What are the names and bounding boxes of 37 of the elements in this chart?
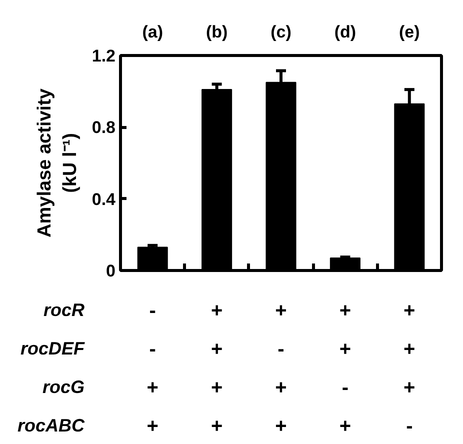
- text: +: [146, 376, 158, 399]
- x-tick-label: (d): [334, 22, 356, 42]
- text: -: [406, 415, 413, 438]
- text: rocR: [43, 300, 85, 320]
- text: +: [404, 300, 416, 322]
- text: rocDEF: [20, 338, 86, 358]
- text: +: [210, 300, 223, 322]
- x-tick-label: (b): [206, 22, 228, 42]
- text: +: [339, 415, 352, 438]
- text: +: [210, 338, 223, 360]
- bar: [330, 257, 360, 270]
- y-tick-label: 0.8: [92, 118, 116, 138]
- text: +: [275, 300, 287, 322]
- y-tick-label: 0: [106, 262, 116, 280]
- bar: [202, 89, 232, 270]
- text: -: [149, 338, 156, 360]
- text: -: [278, 338, 284, 360]
- y-tick-label: 1.2: [92, 46, 116, 66]
- y-axis-title: Amylase activity (kU l⁻¹): [34, 88, 81, 238]
- text: +: [404, 338, 416, 360]
- x-tick-label: (a): [142, 22, 163, 42]
- text: +: [146, 415, 158, 438]
- bar: [137, 246, 168, 270]
- text: -: [149, 300, 156, 322]
- y-tick-label: 0.4: [92, 190, 116, 209]
- text: +: [339, 338, 352, 360]
- text: +: [404, 376, 416, 399]
- text: +: [339, 300, 352, 322]
- x-tick-label: (e): [399, 22, 420, 42]
- text: -: [342, 376, 349, 399]
- text: +: [210, 376, 223, 399]
- x-tick-label: (c): [270, 22, 292, 42]
- text: +: [275, 415, 287, 438]
- text: rocABC: [17, 415, 86, 436]
- text: rocG: [42, 376, 85, 397]
- text: +: [275, 376, 287, 399]
- text: +: [210, 415, 223, 438]
